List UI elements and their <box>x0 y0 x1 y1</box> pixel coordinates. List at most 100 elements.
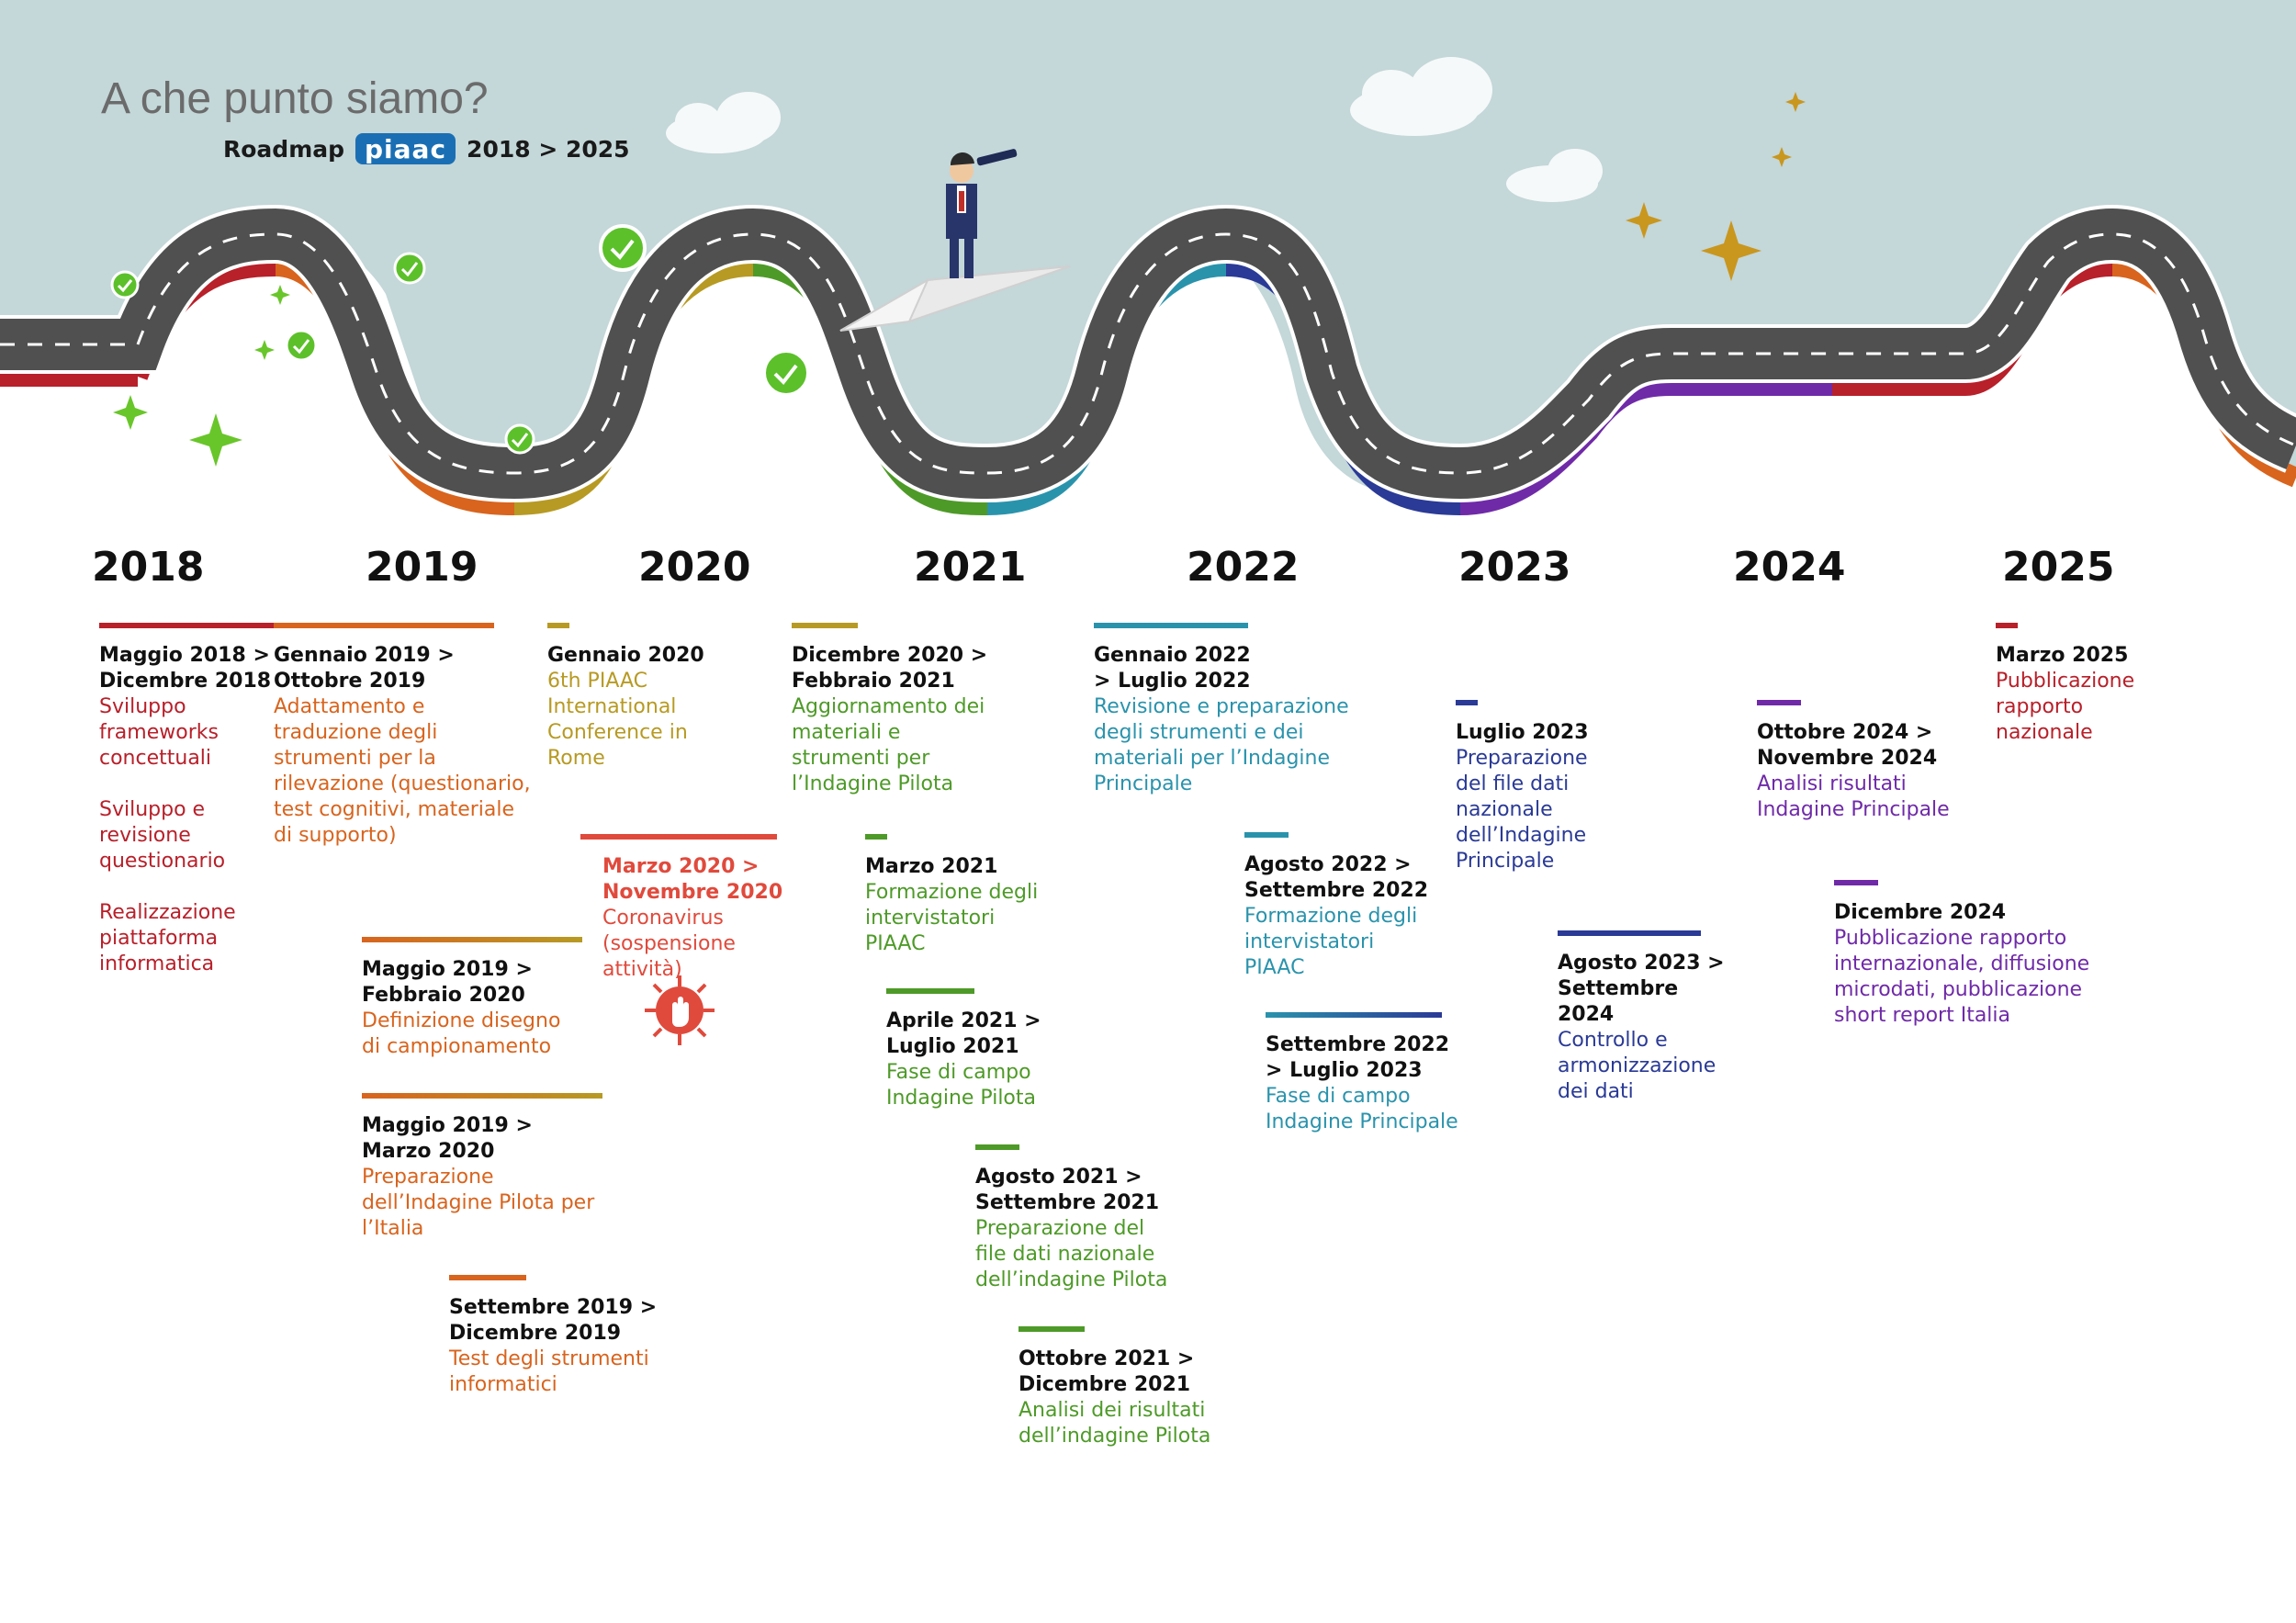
milestone-bar <box>1834 880 1878 885</box>
milestone-bar <box>1996 623 2018 628</box>
milestone-period: Marzo 2021 <box>865 855 998 878</box>
piaac-logo: piaac <box>355 133 456 164</box>
roadmap-subtitle: Roadmap piaac 2018 > 2025 <box>223 133 630 164</box>
milestone-description: Preparazione del file dati nazionale del… <box>975 1217 1168 1291</box>
milestone-item: Gennaio 2022 > Luglio 2022 Revisione e p… <box>1094 623 1360 797</box>
cloud-icon <box>1350 57 1492 136</box>
year-label: 2024 <box>1733 544 1846 591</box>
milestone-bar <box>99 623 274 628</box>
milestone-description: Formazione degli intervistatori PIAAC <box>1244 905 1418 979</box>
check-icon <box>110 270 140 299</box>
milestone-description: Preparazione del file dati nazionale del… <box>1456 747 1588 873</box>
milestone-item: Luglio 2023 Preparazione del file dati n… <box>1456 700 1612 874</box>
milestone-bar <box>449 1275 526 1280</box>
milestone-item: Settembre 2019 > Dicembre 2019 Test degl… <box>449 1275 670 1398</box>
paper-plane-icon <box>839 265 1071 332</box>
milestone-period: Gennaio 2020 <box>547 644 704 667</box>
milestone-description: Aggiornamento dei materiali e strumenti … <box>792 695 985 795</box>
cloud-icon <box>666 92 781 153</box>
virus-stop-icon <box>645 975 715 1045</box>
year-label: 2020 <box>638 544 751 591</box>
milestone-period: Luglio 2023 <box>1456 721 1589 744</box>
milestone-item: Agosto 2023 > Settembre 2024 Controllo e… <box>1558 930 1741 1105</box>
check-icon <box>504 423 535 455</box>
milestone-description: Fase di campo Indagine Principale <box>1266 1085 1458 1133</box>
milestone-item: Settembre 2022 > Luglio 2023 Fase di cam… <box>1266 1012 1477 1135</box>
milestone-period: Agosto 2022 > Settembre 2022 <box>1244 853 1429 902</box>
milestone-description: Pubblicazione rapporto internazionale, d… <box>1834 927 2090 1027</box>
milestone-bar <box>580 834 777 840</box>
milestone-period: Maggio 2018 > Dicembre 2018 <box>99 644 272 693</box>
milestone-item: Ottobre 2021 > Dicembre 2021 Analisi dei… <box>1019 1326 1230 1449</box>
milestone-period: Dicembre 2020 > Febbraio 2021 <box>792 644 988 693</box>
roadmap-range: 2018 > 2025 <box>467 135 630 163</box>
milestone-item: Dicembre 2020 > Febbraio 2021 Aggiorname… <box>792 623 1021 797</box>
milestone-item: Marzo 2020 > Novembre 2020 Coronavirus (… <box>580 834 810 983</box>
milestone-item: Marzo 2021 Formazione degli intervistato… <box>865 834 1049 957</box>
milestone-bar <box>1019 1326 1085 1332</box>
star-icon <box>1626 92 1806 281</box>
year-label: 2019 <box>366 544 478 591</box>
milestone-bar <box>362 1093 602 1099</box>
milestone-description: Coronavirus (sospensione attività) <box>602 907 736 981</box>
milestone-description: Controllo e armonizzazione dei dati <box>1558 1029 1716 1103</box>
milestone-description: Adattamento e traduzione degli strumenti… <box>274 695 531 847</box>
milestone-item: Gennaio 2019 > Ottobre 2019 Adattamento … <box>274 623 535 849</box>
milestone-period: Settembre 2022 > Luglio 2023 <box>1266 1033 1450 1082</box>
milestone-description: Preparazione dell’Indagine Pilota per l’… <box>362 1166 595 1240</box>
milestone-bar <box>1244 832 1289 838</box>
milestone-description: Sviluppo frameworks concettuali Sviluppo… <box>99 695 236 975</box>
milestone-item: Aprile 2021 > Luglio 2021 Fase di campo … <box>886 988 1070 1111</box>
sparkle-icon <box>113 285 290 467</box>
milestone-period: Marzo 2025 <box>1996 644 2129 667</box>
year-label: 2025 <box>2002 544 2115 591</box>
milestone-description: Test degli strumenti informatici <box>449 1347 649 1396</box>
milestone-item: Maggio 2018 > Dicembre 2018 Sviluppo fra… <box>99 623 274 977</box>
milestone-bar <box>1094 623 1248 628</box>
milestone-item: Marzo 2025 Pubblicazione rapporto nazion… <box>1996 623 2143 746</box>
milestone-description: Analisi risultati Indagine Principale <box>1757 772 1950 821</box>
year-label: 2022 <box>1187 544 1300 591</box>
year-label: 2023 <box>1458 544 1571 591</box>
milestone-bar <box>792 623 858 628</box>
milestone-period: Gennaio 2022 > Luglio 2022 <box>1094 644 1251 693</box>
milestone-bar <box>865 834 887 840</box>
milestone-period: Ottobre 2024 > Novembre 2024 <box>1757 721 1938 770</box>
milestone-bar <box>1266 1012 1442 1018</box>
milestone-description: Revisione e preparazione degli strumenti… <box>1094 695 1349 795</box>
milestone-item: Maggio 2019 > Marzo 2020 Preparazione de… <box>362 1093 605 1242</box>
milestone-item: Agosto 2021 > Settembre 2021 Preparazion… <box>975 1144 1187 1293</box>
page-title: A che punto siamo? <box>101 74 489 123</box>
check-icon <box>393 252 426 285</box>
roadmap-label: Roadmap <box>223 135 345 163</box>
milestone-period: Maggio 2019 > Febbraio 2020 <box>362 958 533 1007</box>
milestone-bar <box>1757 700 1801 705</box>
milestone-period: Maggio 2019 > Marzo 2020 <box>362 1114 533 1163</box>
milestone-description: Analisi dei risultati dell’indagine Pilo… <box>1019 1399 1211 1448</box>
milestone-item: Ottobre 2024 > Novembre 2024 Analisi ris… <box>1757 700 1959 823</box>
milestone-description: 6th PIAAC International Conference in Ro… <box>547 670 688 770</box>
check-icon <box>599 224 647 272</box>
milestone-period: Agosto 2023 > Settembre 2024 <box>1558 952 1725 1026</box>
milestone-description: Formazione degli intervistatori PIAAC <box>865 881 1039 955</box>
milestone-bar <box>274 623 494 628</box>
milestone-period: Ottobre 2021 > Dicembre 2021 <box>1019 1347 1195 1396</box>
milestone-item: Dicembre 2024 Pubblicazione rapporto int… <box>1834 880 2110 1029</box>
milestone-period: Aprile 2021 > Luglio 2021 <box>886 1009 1041 1058</box>
milestone-description: Fase di campo Indagine Pilota <box>886 1061 1037 1110</box>
milestone-period: Settembre 2019 > Dicembre 2019 <box>449 1296 658 1345</box>
milestone-period: Marzo 2020 > Novembre 2020 <box>602 855 783 904</box>
cloud-icon <box>1506 149 1603 202</box>
milestone-bar <box>1456 700 1478 705</box>
milestone-description: Pubblicazione rapporto nazionale <box>1996 670 2135 744</box>
milestone-item: Gennaio 2020 6th PIAAC International Con… <box>547 623 768 772</box>
milestone-item: Maggio 2019 > Febbraio 2020 Definizione … <box>362 937 582 1060</box>
milestone-bar <box>547 623 569 628</box>
businessman-icon <box>946 149 1018 278</box>
milestone-item: Agosto 2022 > Settembre 2022 Formazione … <box>1244 832 1446 981</box>
milestone-period: Agosto 2021 > Settembre 2021 <box>975 1166 1160 1214</box>
check-icon <box>762 349 810 397</box>
milestone-description: Definizione disegno di campionamento <box>362 1009 561 1058</box>
year-label: 2018 <box>92 544 205 591</box>
